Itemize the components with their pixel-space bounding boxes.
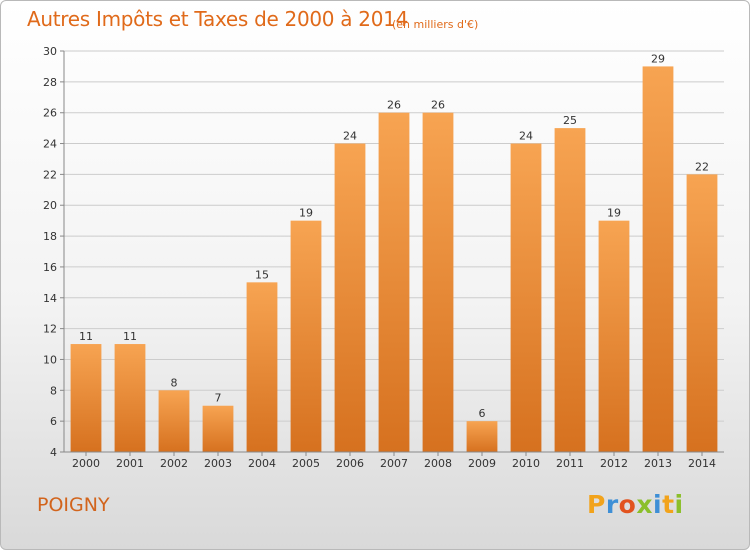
x-tick-label-2008: 2008	[424, 457, 452, 470]
y-tick-label: 24	[43, 138, 57, 151]
bar-2010	[510, 143, 542, 453]
bar-2013	[642, 66, 674, 452]
data-label-2014: 22	[695, 160, 709, 173]
x-tick-label-2004: 2004	[248, 457, 276, 470]
y-tick-label: 12	[43, 323, 57, 336]
bars	[70, 66, 718, 453]
bar-2002	[158, 390, 190, 452]
chart-title: Autres Impôts et Taxes de 2000 à 2014	[27, 7, 408, 31]
bar-2003	[202, 405, 234, 452]
data-label-2004: 15	[255, 268, 269, 281]
data-label-2000: 11	[79, 330, 93, 343]
axes	[60, 50, 724, 456]
x-tick-label-2013: 2013	[644, 457, 672, 470]
data-label-2003: 7	[215, 392, 222, 405]
bar-2004	[246, 282, 278, 452]
labels: 4 6 8 10 12 14 16 18 20 22 24 26 28 30 11 2000 11 2001 8 20…	[43, 45, 716, 470]
bar-2009	[466, 421, 498, 452]
x-tick-label-2005: 2005	[292, 457, 320, 470]
y-tick-label: 8	[50, 384, 57, 397]
chart-unit: (en milliers d'€)	[392, 18, 479, 31]
bar-2005	[290, 220, 322, 452]
data-label-2005: 19	[299, 207, 313, 220]
logo-letter: i	[653, 490, 663, 519]
logo-letter: r	[605, 490, 619, 519]
data-label-2007: 26	[387, 99, 401, 112]
y-tick-label: 14	[43, 292, 57, 305]
bar-2012	[598, 220, 630, 452]
bar-2001	[114, 344, 146, 452]
logo-letter: o	[618, 490, 637, 519]
bar-2011	[554, 128, 586, 452]
logo-letter: t	[662, 490, 675, 519]
bar-2000	[70, 344, 102, 452]
x-tick-label-2014: 2014	[688, 457, 716, 470]
data-label-2013: 29	[651, 52, 665, 65]
y-tick-label: 28	[43, 76, 57, 89]
x-tick-label-2011: 2011	[556, 457, 584, 470]
y-tick-label: 6	[50, 415, 57, 428]
data-label-2002: 8	[171, 376, 178, 389]
proxiti-logo[interactable]: Proxiti	[587, 490, 684, 519]
y-tick-label: 30	[43, 45, 57, 58]
x-tick-label-2010: 2010	[512, 457, 540, 470]
location-label: POIGNY	[37, 494, 110, 516]
logo-letter: x	[636, 490, 653, 519]
y-tick-label: 10	[43, 353, 57, 366]
data-label-2010: 24	[519, 130, 533, 143]
x-tick-label-2006: 2006	[336, 457, 364, 470]
x-tick-label-2003: 2003	[204, 457, 232, 470]
y-tick-label: 20	[43, 199, 57, 212]
y-tick-label: 26	[43, 107, 57, 120]
data-label-2011: 25	[563, 114, 577, 127]
data-label-2006: 24	[343, 130, 357, 143]
x-tick-label-2007: 2007	[380, 457, 408, 470]
logo-letter: P	[587, 490, 606, 519]
bar-2007	[378, 112, 410, 452]
bar-2006	[334, 143, 366, 453]
bar-2014	[686, 174, 718, 452]
x-tick-label-2012: 2012	[600, 457, 628, 470]
data-label-2009: 6	[479, 407, 486, 420]
x-tick-label-2000: 2000	[72, 457, 100, 470]
y-tick-label: 4	[50, 446, 57, 459]
x-tick-label-2009: 2009	[468, 457, 496, 470]
data-label-2012: 19	[607, 207, 621, 220]
data-label-2008: 26	[431, 99, 445, 112]
bar-2008	[422, 112, 454, 452]
y-tick-label: 16	[43, 261, 57, 274]
y-tick-label: 22	[43, 168, 57, 181]
data-label-2001: 11	[123, 330, 137, 343]
x-tick-label-2002: 2002	[160, 457, 188, 470]
logo-letter: i	[674, 490, 684, 519]
y-tick-label: 18	[43, 230, 57, 243]
x-tick-label-2001: 2001	[116, 457, 144, 470]
